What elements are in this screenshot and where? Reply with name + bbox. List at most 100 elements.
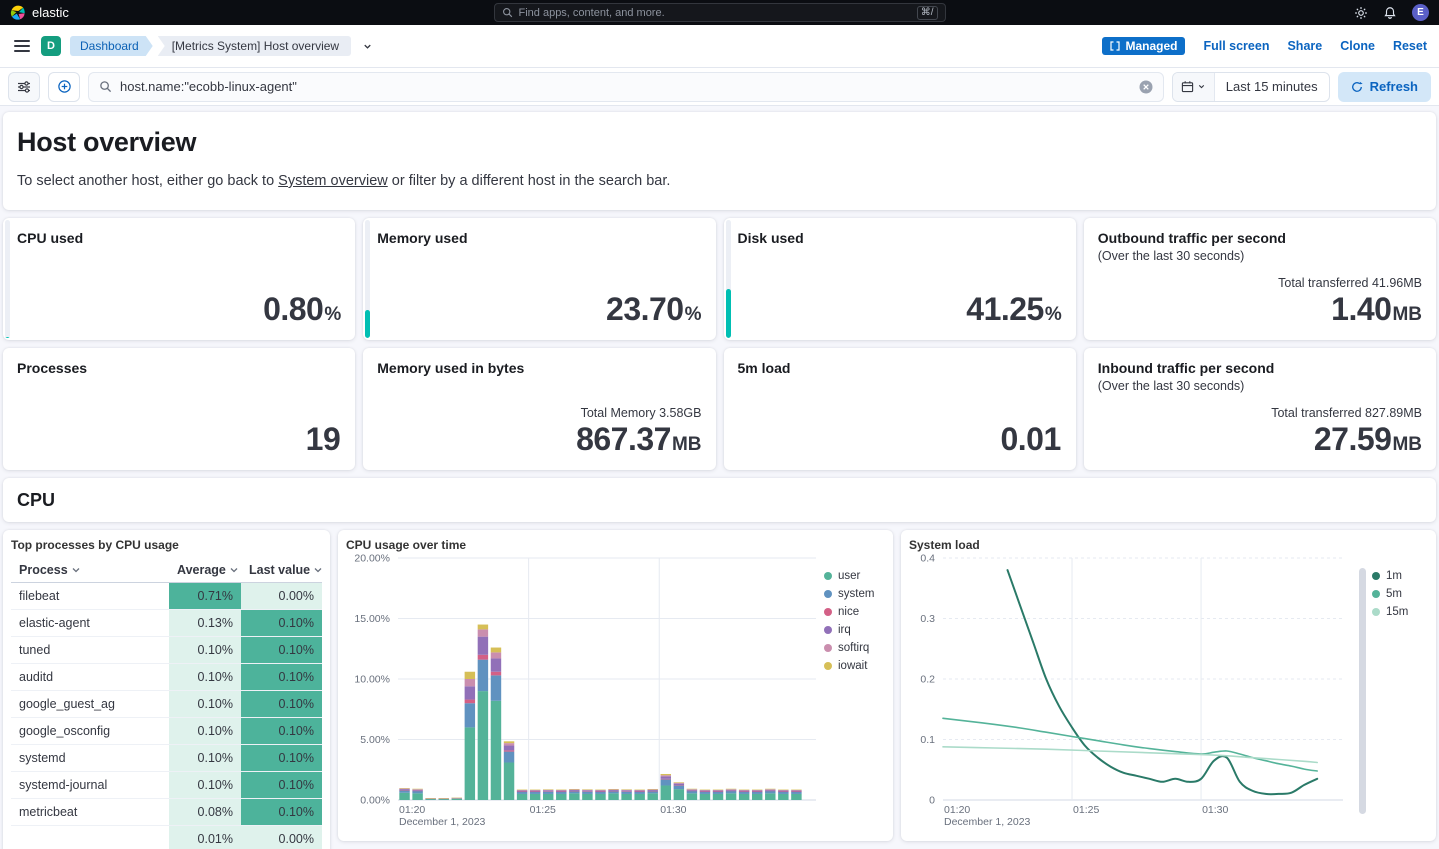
- column-header-average[interactable]: Average: [169, 558, 241, 583]
- metric-progress-strip: [725, 220, 731, 338]
- legend-item-5m[interactable]: 5m: [1372, 588, 1408, 600]
- user-avatar[interactable]: E: [1412, 4, 1429, 21]
- global-search-field[interactable]: [518, 6, 911, 19]
- legend-dot-icon: [824, 608, 832, 616]
- global-search-input[interactable]: ⌘/: [493, 3, 946, 22]
- legend-item-system[interactable]: system: [824, 588, 874, 600]
- query-input[interactable]: [88, 71, 1164, 102]
- search-shortcut-key: ⌘/: [916, 5, 938, 20]
- table-row: systemd-journal 0.10% 0.10%: [11, 771, 322, 799]
- legend-item-user[interactable]: user: [824, 570, 874, 582]
- table-row: google_guest_ag 0.10% 0.10%: [11, 690, 322, 718]
- average-value-cell: 0.13%: [169, 609, 241, 637]
- svg-text:5.00%: 5.00%: [360, 734, 390, 746]
- dashboard-app-icon: D: [41, 36, 61, 56]
- system-load-chart-panel: System load 0 0.1 0.2 0.3 0.4 01:20 December 1…: [901, 530, 1436, 841]
- legend-item-irq[interactable]: irq: [824, 624, 874, 636]
- svg-text:15.00%: 15.00%: [354, 613, 390, 625]
- page-subtitle: To select another host, either go back t…: [17, 173, 671, 189]
- time-range-label[interactable]: Last 15 minutes: [1225, 79, 1318, 94]
- search-icon: [502, 7, 513, 18]
- column-header-process[interactable]: Process: [11, 558, 169, 583]
- breadcrumb-current[interactable]: [Metrics System] Host overview: [157, 36, 352, 56]
- metric-title: Processes: [17, 360, 88, 376]
- share-button[interactable]: Share: [1287, 39, 1323, 53]
- legend-item-1m[interactable]: 1m: [1372, 570, 1408, 582]
- metric-card: CPU used 0.80%: [3, 218, 356, 340]
- legend-item-nice[interactable]: nice: [824, 606, 874, 618]
- average-value-cell: 0.10%: [169, 636, 241, 664]
- table-row: metricbeat 0.08% 0.10%: [11, 798, 322, 826]
- metric-value: 27.59: [1313, 421, 1392, 457]
- metric-subtitle: (Over the last 30 seconds): [1097, 379, 1245, 393]
- calendar-icon: [1181, 81, 1193, 93]
- process-name-cell: filebeat: [11, 582, 169, 610]
- refresh-button[interactable]: Refresh: [1337, 71, 1431, 102]
- top-processes-table: Process Average Last value filebeat 0.71% 0.…: [11, 558, 322, 849]
- menu-icon[interactable]: [12, 36, 32, 56]
- process-name-cell: google_guest_ag: [11, 690, 169, 718]
- chart-title: CPU usage over time: [346, 538, 467, 552]
- managed-badge[interactable]: Managed: [1102, 37, 1186, 55]
- breadcrumb-dashboard[interactable]: Dashboard: [70, 36, 153, 56]
- host-overview-panel: Host overview To select another host, ei…: [3, 112, 1436, 210]
- metric-card: Outbound traffic per second (Over the la…: [1083, 218, 1436, 340]
- metric-unit: MB: [1392, 434, 1422, 455]
- svg-text:0.2: 0.2: [920, 674, 935, 686]
- legend-item-iowait[interactable]: iowait: [824, 660, 874, 672]
- svg-text:0.3: 0.3: [920, 613, 935, 625]
- top-processes-panel: Top processes by CPU usage Process Averag…: [3, 530, 330, 849]
- legend-item-15m[interactable]: 15m: [1372, 606, 1408, 618]
- svg-text:0.4: 0.4: [920, 554, 935, 565]
- fullscreen-button[interactable]: Full screen: [1203, 39, 1270, 53]
- cpu-usage-chart-panel: CPU usage over time 0.00% 5.00% 10.00% 15.0…: [338, 530, 893, 841]
- process-name-cell: systemd: [11, 744, 169, 772]
- metric-unit: MB: [671, 434, 702, 455]
- query-field[interactable]: [120, 79, 1131, 94]
- table-row: 0.01% 0.00%: [11, 825, 322, 849]
- dashboard-content: Host overview To select another host, ei…: [0, 106, 1439, 849]
- reset-button[interactable]: Reset: [1392, 39, 1427, 53]
- settings-icon[interactable]: [1354, 6, 1368, 20]
- chart-title: System load: [909, 538, 980, 552]
- legend-dot-icon: [824, 590, 832, 598]
- process-name-cell: [11, 825, 169, 849]
- clone-button[interactable]: Clone: [1340, 39, 1375, 53]
- last-value-cell: 0.10%: [241, 771, 322, 799]
- average-value-cell: 0.10%: [169, 771, 241, 799]
- metric-title: Disk used: [737, 230, 804, 246]
- query-bar: Last 15 minutes Refresh: [0, 68, 1439, 106]
- legend-item-softirq[interactable]: softirq: [824, 642, 874, 654]
- column-header-last-value[interactable]: Last value: [241, 558, 322, 583]
- filter-button[interactable]: [8, 71, 40, 102]
- breadcrumb-menu-chevron-icon[interactable]: [362, 41, 373, 52]
- process-name-cell: google_osconfig: [11, 717, 169, 745]
- metric-title: CPU used: [17, 230, 84, 246]
- svg-text:December 1, 2023: December 1, 2023: [399, 816, 486, 828]
- elastic-logo[interactable]: [10, 5, 25, 20]
- svg-text:December 1, 2023: December 1, 2023: [944, 816, 1031, 828]
- notifications-icon[interactable]: [1383, 6, 1397, 20]
- legend-dot-icon: [1372, 572, 1380, 580]
- last-value-cell: 0.00%: [241, 825, 322, 849]
- page-title: Host overview: [17, 127, 197, 157]
- brand-name: elastic: [32, 5, 69, 20]
- metric-unit: MB: [1392, 304, 1422, 325]
- legend-dot-icon: [824, 644, 832, 652]
- cpu-usage-chart-canvas[interactable]: 0.00% 5.00% 10.00% 15.00% 20.00% 01:20Decembe…: [346, 554, 824, 832]
- svg-text:01:25: 01:25: [530, 804, 556, 816]
- average-value-cell: 0.10%: [169, 744, 241, 772]
- managed-icon: [1110, 41, 1121, 51]
- calendar-button[interactable]: [1172, 72, 1215, 101]
- metric-card: 5m load 0.01: [723, 348, 1076, 470]
- load-chart-legend: 1m 5m 15m: [1372, 570, 1408, 832]
- clear-query-icon[interactable]: [1139, 80, 1153, 94]
- metric-secondary-value: Total Memory 3.58GB: [580, 406, 702, 420]
- system-overview-link[interactable]: System overview: [278, 173, 388, 189]
- legend-dot-icon: [824, 626, 832, 634]
- chart-scrollbar[interactable]: [1359, 568, 1366, 814]
- refresh-icon: [1351, 81, 1363, 92]
- metric-value: 867.37: [576, 421, 671, 457]
- add-filter-button[interactable]: [48, 71, 80, 102]
